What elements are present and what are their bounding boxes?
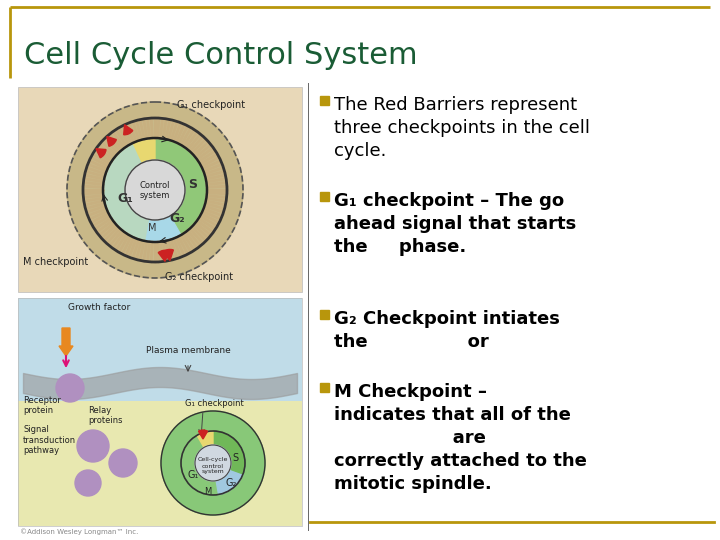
Text: The Red Barriers represent
three checkpoints in the cell
cycle.: The Red Barriers represent three checkpo… <box>334 96 590 160</box>
Text: Relay
proteins: Relay proteins <box>88 406 122 425</box>
Wedge shape <box>96 148 106 158</box>
Text: Cell-cycle: Cell-cycle <box>198 456 228 462</box>
Circle shape <box>125 160 185 220</box>
Circle shape <box>77 430 109 462</box>
Polygon shape <box>197 431 213 463</box>
Circle shape <box>75 470 101 496</box>
Bar <box>18 87 302 292</box>
Text: G₁: G₁ <box>117 192 133 205</box>
Polygon shape <box>213 447 245 495</box>
Circle shape <box>67 102 243 278</box>
Text: G₁ checkpoint: G₁ checkpoint <box>177 100 245 110</box>
Text: Receptor
protein: Receptor protein <box>23 396 61 415</box>
Text: S: S <box>189 179 197 192</box>
Wedge shape <box>158 251 169 261</box>
Wedge shape <box>124 125 132 135</box>
Text: G₂ Checkpoint intiates
the                or: G₂ Checkpoint intiates the or <box>334 310 560 351</box>
FancyArrow shape <box>59 328 73 356</box>
Circle shape <box>195 445 231 481</box>
Text: G₁ checkpoint – The go
ahead signal that starts
the     phase.: G₁ checkpoint – The go ahead signal that… <box>334 192 576 256</box>
Text: M: M <box>204 487 212 496</box>
Text: M checkpoint: M checkpoint <box>23 257 89 267</box>
Text: S: S <box>232 453 238 463</box>
Polygon shape <box>133 138 155 190</box>
Bar <box>18 298 302 401</box>
Wedge shape <box>199 430 207 439</box>
Text: G₂ checkpoint: G₂ checkpoint <box>165 272 233 282</box>
Text: control: control <box>202 463 224 469</box>
Text: system: system <box>140 191 170 199</box>
Text: Control: Control <box>140 180 170 190</box>
Text: G₁ checkpoint: G₁ checkpoint <box>185 399 244 408</box>
Polygon shape <box>155 138 207 235</box>
Wedge shape <box>107 137 117 146</box>
Text: M Checkpoint –
indicates that all of the
                   are
correctly attach: M Checkpoint – indicates that all of the… <box>334 383 587 492</box>
Bar <box>18 298 302 526</box>
Circle shape <box>161 411 265 515</box>
Text: Plasma membrane: Plasma membrane <box>145 346 230 355</box>
Text: M: M <box>148 223 156 233</box>
Circle shape <box>109 449 137 477</box>
Bar <box>320 96 329 105</box>
Bar <box>320 383 329 392</box>
Text: Cell Cycle Control System: Cell Cycle Control System <box>24 40 418 70</box>
Bar <box>18 401 302 526</box>
Circle shape <box>56 374 84 402</box>
Bar <box>320 310 329 319</box>
Polygon shape <box>103 138 155 241</box>
Text: Signal
transduction
pathway: Signal transduction pathway <box>23 425 76 455</box>
Bar <box>320 192 329 201</box>
Text: system: system <box>202 469 225 475</box>
Text: ©Addison Wesley Longman™ Inc.: ©Addison Wesley Longman™ Inc. <box>20 529 138 535</box>
Polygon shape <box>146 190 181 242</box>
Wedge shape <box>163 249 174 260</box>
Text: G₂: G₂ <box>169 212 185 225</box>
Text: Growth factor: Growth factor <box>68 303 130 312</box>
Polygon shape <box>213 431 245 474</box>
Text: G₁: G₁ <box>187 470 199 480</box>
Text: G₂: G₂ <box>225 478 237 488</box>
